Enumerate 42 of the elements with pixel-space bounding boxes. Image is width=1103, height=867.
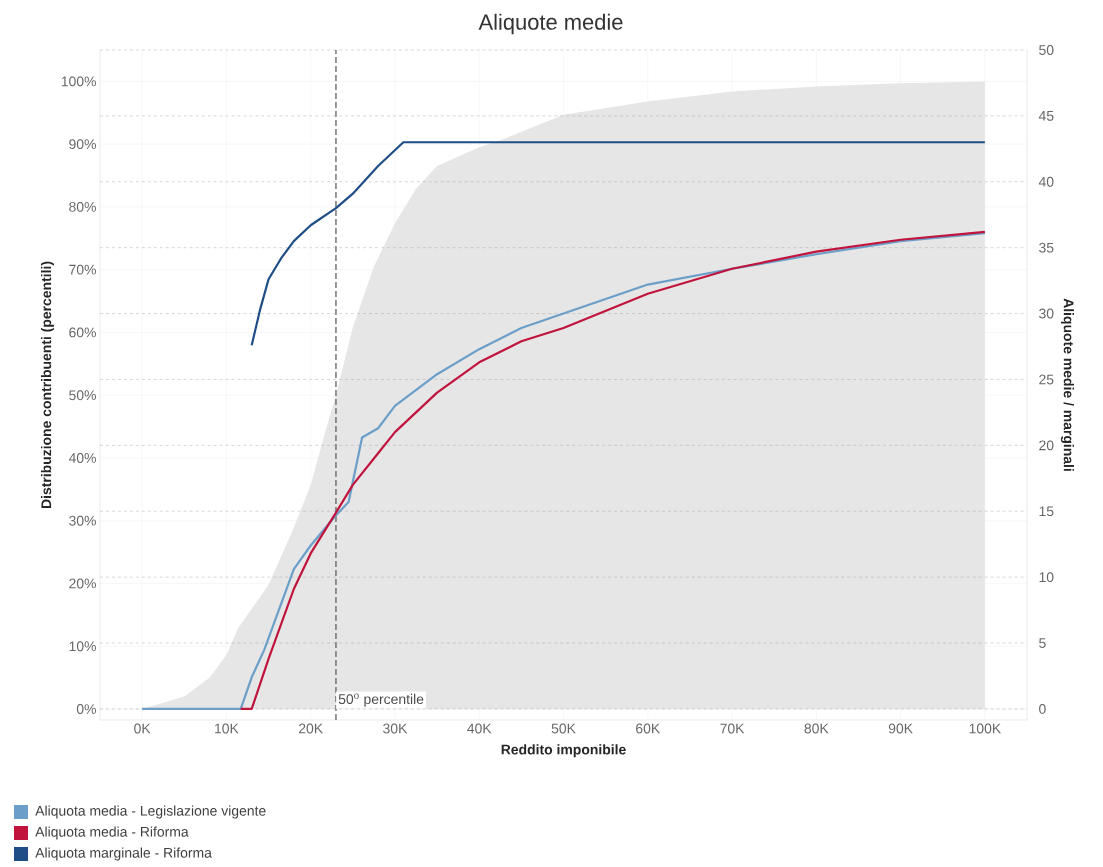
y2-tick-label: 30 xyxy=(1039,308,1054,319)
legend-label: Aliquota media - Riforma xyxy=(35,826,189,840)
y2-tick-label: 40 xyxy=(1038,176,1054,187)
line-series xyxy=(250,141,986,347)
y2-tick-label: 0 xyxy=(1039,703,1046,714)
x-tick-label: 40K xyxy=(467,723,492,734)
y2-tick-label: 10 xyxy=(1039,572,1054,583)
y-tick-label: 80% xyxy=(69,201,96,212)
y-tick-label: 40% xyxy=(68,453,96,463)
y2-tick-label: 20 xyxy=(1039,440,1054,451)
x-tick-label: 60K xyxy=(636,723,661,734)
y-axis-title: Distribuzione contribuenti (percentili) xyxy=(40,261,54,509)
x-tick-label: 70K xyxy=(720,723,745,734)
y2-tick-label: 50 xyxy=(1039,45,1054,55)
x-tick-label: 80K xyxy=(804,723,829,734)
y2-tick-label: 35 xyxy=(1039,242,1054,253)
y2-tick-label: 45 xyxy=(1038,111,1054,121)
y2-tick-label: 5 xyxy=(1039,638,1046,648)
y-tick-label: 50% xyxy=(69,390,96,401)
x-axis-title: Reddito imponibile xyxy=(501,744,626,758)
x-tick-label: 50K xyxy=(551,723,576,734)
y-tick-label: 0% xyxy=(76,704,96,714)
y2-axis-title: Aliquote medie / marginali xyxy=(1060,298,1074,471)
x-tick-label: 30K xyxy=(383,723,408,734)
y2-tick-label: 15 xyxy=(1039,506,1054,517)
ref-line-label: 50$^{o}$ percentile xyxy=(338,693,424,707)
x-tick-label: 100K xyxy=(969,723,1002,734)
y-tick-label: 70% xyxy=(69,264,96,275)
x-tick-label: 20K xyxy=(298,723,323,734)
y-tick-label: 100% xyxy=(61,76,96,87)
legend-label: Aliquota media - Legislazione vigente xyxy=(35,805,266,819)
chart-title: Aliquote medie xyxy=(478,13,623,35)
x-tick-label: 90K xyxy=(888,723,913,734)
y-tick-label: 60% xyxy=(69,327,96,338)
y-tick-label: 10% xyxy=(69,641,96,652)
y-tick-label: 90% xyxy=(69,139,96,150)
x-tick-label: 10K xyxy=(215,723,239,734)
legend-label: Aliquota marginale - Riforma xyxy=(35,847,212,861)
y-tick-label: 20% xyxy=(69,578,96,589)
y2-tick-label: 25 xyxy=(1039,374,1054,385)
x-tick-label: 0K xyxy=(134,723,151,734)
y-tick-label: 30% xyxy=(69,515,96,526)
